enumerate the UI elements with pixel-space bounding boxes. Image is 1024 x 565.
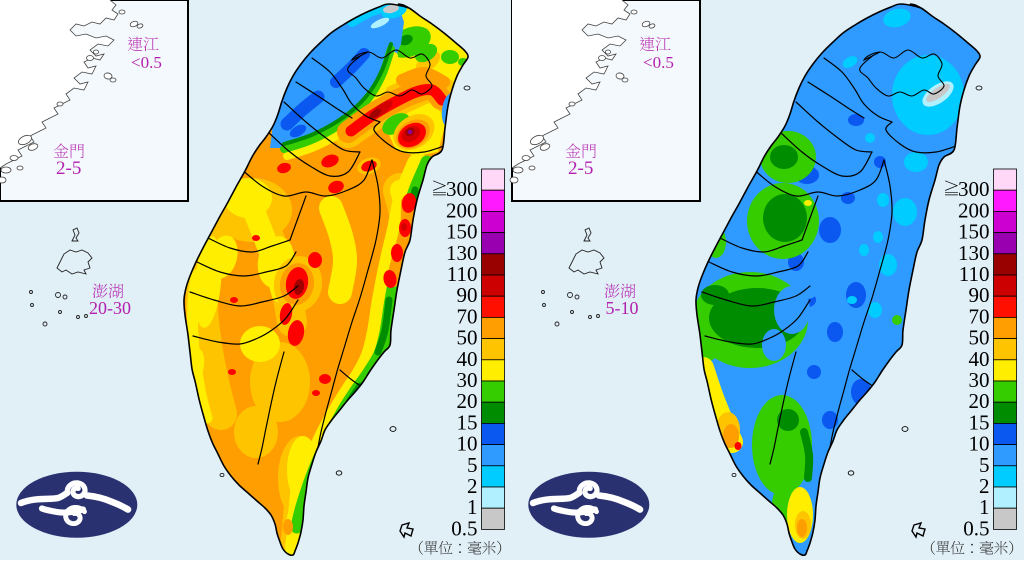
svg-text:200: 200 [446, 198, 478, 222]
svg-text:5-10: 5-10 [606, 298, 639, 318]
svg-text:5: 5 [979, 453, 990, 477]
svg-text:<0.5: <0.5 [131, 53, 162, 72]
svg-text:130: 130 [446, 241, 478, 265]
svg-text:110: 110 [447, 262, 478, 286]
svg-text:150: 150 [446, 220, 478, 244]
svg-text:2: 2 [979, 474, 990, 498]
svg-text:1: 1 [467, 495, 478, 519]
svg-text:150: 150 [958, 220, 990, 244]
svg-text:90: 90 [457, 283, 478, 307]
svg-text:30: 30 [969, 368, 990, 392]
svg-text:10: 10 [969, 432, 990, 456]
svg-text:110: 110 [959, 262, 990, 286]
svg-text:2: 2 [467, 474, 478, 498]
svg-text:300: 300 [958, 177, 990, 201]
svg-text:90: 90 [969, 283, 990, 307]
svg-text:1: 1 [979, 495, 990, 519]
svg-text:130: 130 [958, 241, 990, 265]
svg-text:0.5: 0.5 [963, 516, 989, 540]
svg-text:20: 20 [969, 389, 990, 413]
svg-text:30: 30 [457, 368, 478, 392]
svg-text:50: 50 [969, 326, 990, 350]
svg-text:2-5: 2-5 [568, 158, 593, 179]
svg-text:2-5: 2-5 [56, 158, 81, 179]
svg-text:40: 40 [457, 347, 478, 371]
svg-text:10: 10 [457, 432, 478, 456]
svg-text:70: 70 [969, 304, 990, 328]
svg-text:<0.5: <0.5 [643, 53, 674, 72]
svg-text:20: 20 [457, 389, 478, 413]
svg-text:300: 300 [446, 177, 478, 201]
svg-text:200: 200 [958, 198, 990, 222]
svg-text:15: 15 [457, 410, 478, 434]
svg-text:20-30: 20-30 [89, 298, 131, 318]
svg-text:0.5: 0.5 [451, 516, 477, 540]
svg-text:50: 50 [457, 326, 478, 350]
svg-text:70: 70 [457, 304, 478, 328]
svg-text:15: 15 [969, 410, 990, 434]
svg-text:40: 40 [969, 347, 990, 371]
svg-text:5: 5 [467, 453, 478, 477]
